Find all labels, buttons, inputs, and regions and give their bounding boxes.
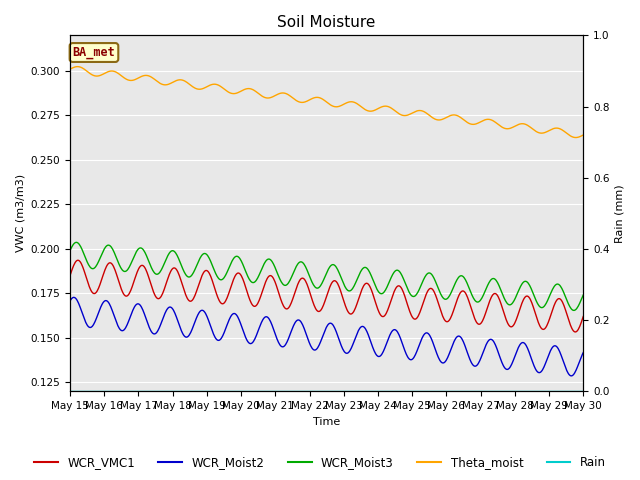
Y-axis label: VWC (m3/m3): VWC (m3/m3) bbox=[15, 174, 25, 252]
Legend: WCR_VMC1, WCR_Moist2, WCR_Moist3, Theta_moist, Rain: WCR_VMC1, WCR_Moist2, WCR_Moist3, Theta_… bbox=[29, 452, 611, 474]
X-axis label: Time: Time bbox=[313, 417, 340, 427]
Title: Soil Moisture: Soil Moisture bbox=[277, 15, 376, 30]
Text: BA_met: BA_met bbox=[72, 46, 115, 59]
Y-axis label: Rain (mm): Rain (mm) bbox=[615, 184, 625, 243]
